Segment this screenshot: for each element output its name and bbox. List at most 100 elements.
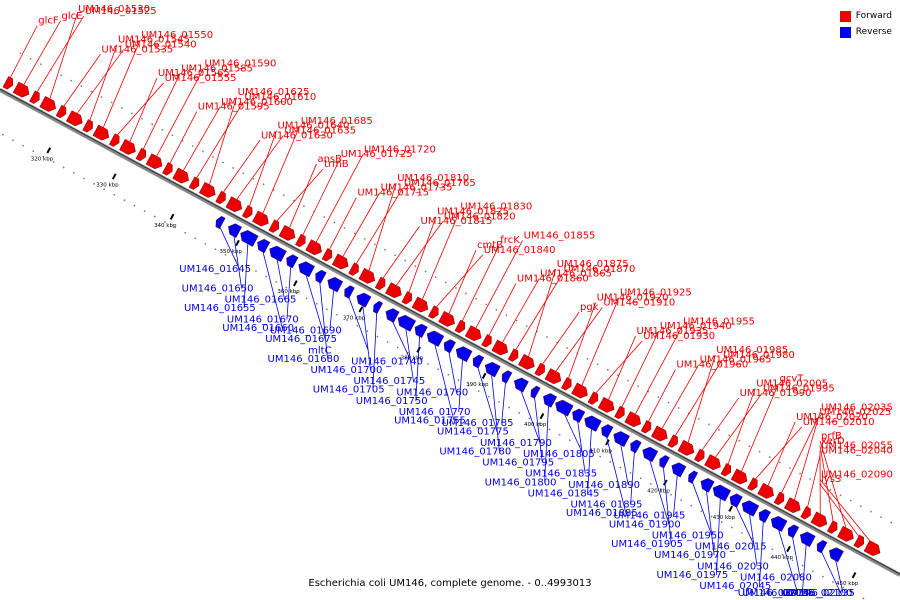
tick-label: 390 kbp xyxy=(466,382,489,388)
reverse-gene-label: UM146_01645 xyxy=(179,264,251,275)
forward-gene xyxy=(225,196,243,213)
forward-gene-label: UM146_02090 xyxy=(821,469,893,480)
reverse-leader xyxy=(705,488,715,556)
forward-leader xyxy=(314,154,364,245)
forward-gene-label: UM146_01625 xyxy=(238,87,310,98)
forward-gene xyxy=(640,420,652,434)
forward-leader xyxy=(647,369,676,424)
reverse-gene xyxy=(385,308,400,323)
forward-gene-label: UM146_02035 xyxy=(821,402,893,413)
forward-gene xyxy=(853,534,864,549)
forward-leader xyxy=(168,111,198,166)
forward-gene-label: UM146_01735 xyxy=(381,183,453,194)
forward-gene-label: UM146_01840 xyxy=(484,245,556,256)
forward-gene xyxy=(837,525,854,542)
reverse-leader xyxy=(458,356,464,413)
tick-mark: 330 kbp xyxy=(96,173,119,189)
forward-gene xyxy=(241,205,253,219)
reverse-leader xyxy=(286,264,292,320)
reverse-gene-label: UM146_01890 xyxy=(568,480,640,491)
forward-gene xyxy=(385,282,402,299)
forward-leader xyxy=(713,393,763,460)
reverse-gene-label: UM146_01885 xyxy=(566,508,638,519)
reverse-gene xyxy=(729,493,743,508)
forward-gene-label: UM146_01535 xyxy=(101,44,173,55)
reverse-gene xyxy=(414,323,428,338)
reverse-leader xyxy=(233,233,243,289)
forward-gene-label: UM146_01875 xyxy=(557,259,629,270)
legend-forward-label: Forward xyxy=(855,11,892,21)
forward-gene xyxy=(162,162,173,176)
reverse-gene-label: UM146_01670 xyxy=(227,314,299,325)
forward-gene-label: UM146_01715 xyxy=(357,188,429,199)
reverse-gene xyxy=(758,509,771,523)
forward-gene-label: UM146_02020 xyxy=(796,412,868,423)
forward-gene xyxy=(454,319,466,334)
reverse-gene-label: UM146_01785 xyxy=(442,418,514,429)
reverse-gene xyxy=(572,408,586,423)
forward-leader xyxy=(819,445,834,524)
forward-leader xyxy=(726,388,756,467)
tick-label: 370 kbp xyxy=(343,315,366,321)
forward-gene xyxy=(29,90,40,104)
reverse-leader xyxy=(777,526,799,594)
forward-leader xyxy=(394,221,444,288)
forward-gene-label: UM146_01960 xyxy=(676,360,748,371)
forward-gene-label: UM146_01640 xyxy=(278,121,350,132)
forward-leader xyxy=(593,340,643,396)
forward-gene-label: UM146_02005 xyxy=(756,379,828,390)
gene-features xyxy=(2,76,881,563)
reverse-gene xyxy=(344,285,355,299)
forward-gene xyxy=(374,276,386,291)
forward-gene xyxy=(268,219,279,233)
forward-leader xyxy=(500,278,540,345)
reverse-gene-label: UM146_01700 xyxy=(310,365,382,376)
forward-leader xyxy=(806,455,821,510)
reverse-leader xyxy=(433,341,455,421)
reverse-gene xyxy=(787,524,800,539)
forward-leader xyxy=(22,20,61,87)
reverse-leader xyxy=(448,349,457,393)
reverse-leader xyxy=(544,403,550,483)
forward-gene xyxy=(172,167,189,184)
forward-gene xyxy=(534,362,545,377)
reverse-leader xyxy=(319,279,328,359)
forward-gene xyxy=(39,96,56,112)
reverse-leader xyxy=(648,457,670,525)
tick-mark: 420 kbp xyxy=(647,479,670,495)
forward-gene-label: cmtB xyxy=(477,240,503,251)
forward-gene-label: UM146_01930 xyxy=(643,331,715,342)
reverse-gene-label: UM146_01800 xyxy=(485,477,557,488)
reverse-gene-label: UM146_01770 xyxy=(399,407,471,418)
forward-gene-label: UM146_01530 xyxy=(78,4,150,15)
forward-leader xyxy=(607,335,636,403)
forward-gene-label: UM146_01765 xyxy=(404,178,476,189)
forward-gene xyxy=(481,334,492,348)
forward-leader xyxy=(248,130,277,209)
forward-gene-label: pgk xyxy=(580,302,599,313)
forward-gene-label: lysS xyxy=(821,474,841,485)
reverse-leader xyxy=(347,295,369,351)
reverse-leader xyxy=(490,372,500,452)
forward-gene-label: UM146_01820 xyxy=(444,211,516,222)
forward-gene xyxy=(188,176,200,190)
reverse-gene xyxy=(712,484,732,502)
tick-mark: 340 kbp xyxy=(154,213,177,229)
dotted-guide xyxy=(19,52,900,529)
tick-label: 380 kbp xyxy=(401,356,424,362)
forward-gene-label: UM146_01685 xyxy=(301,116,373,127)
tick-label: 430 kbp xyxy=(713,515,736,521)
reverse-gene-label: UM146_02135 xyxy=(783,588,855,599)
backbone-edge xyxy=(0,88,900,575)
forward-gene-label: UM146_01830 xyxy=(460,202,532,213)
forward-gene xyxy=(55,104,67,119)
forward-leader xyxy=(115,82,164,138)
reverse-gene xyxy=(373,300,384,314)
reverse-gene-label: UM146_01650 xyxy=(182,284,254,295)
tick-mark: 450 kbp xyxy=(836,572,859,587)
legend-reverse: Reverse xyxy=(839,24,892,40)
forward-leader xyxy=(261,125,301,216)
forward-leader xyxy=(660,364,700,431)
reverse-gene xyxy=(613,431,630,447)
reverse-gene xyxy=(228,223,243,238)
